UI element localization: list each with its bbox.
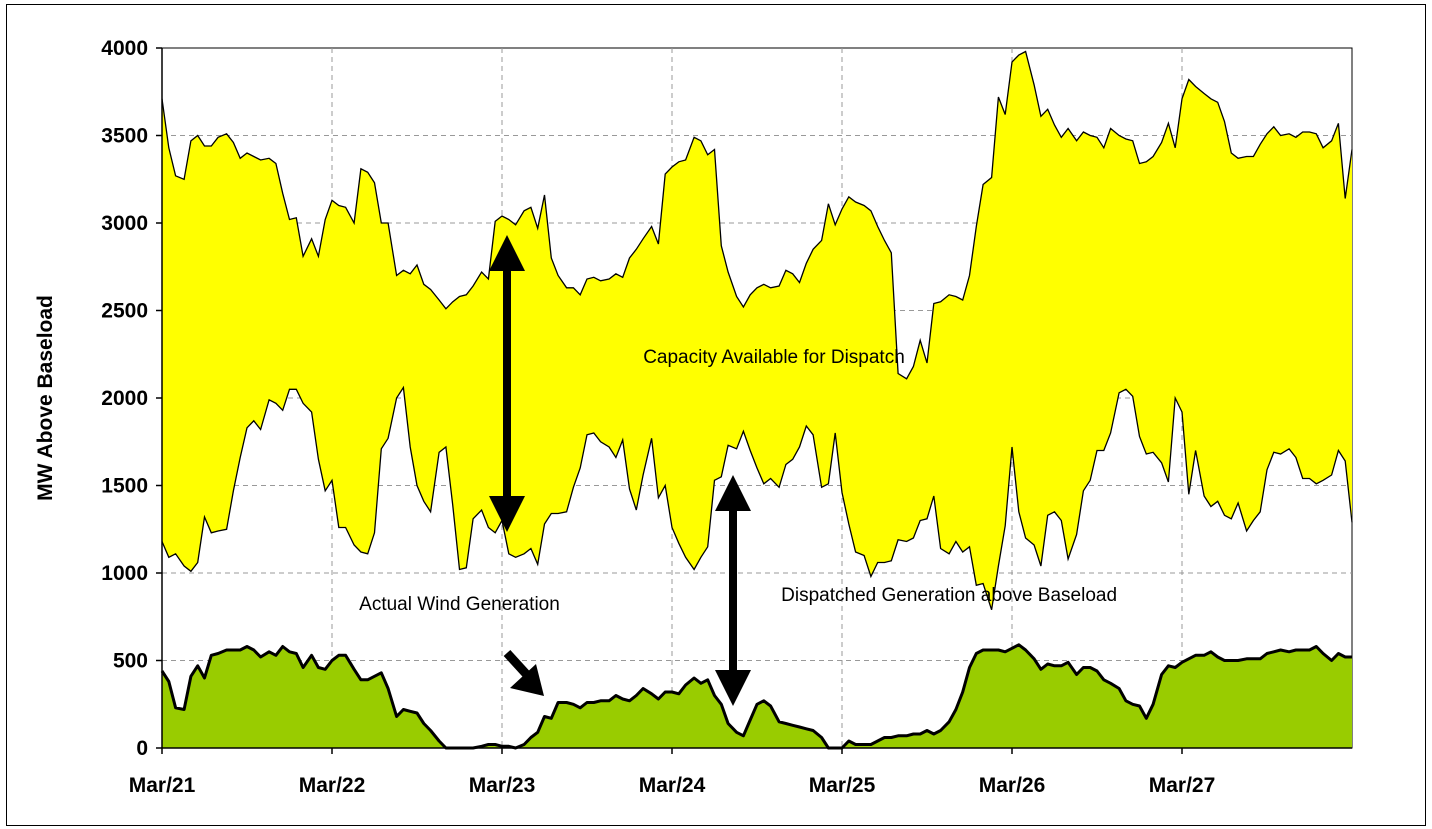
annotation-label: Actual Wind Generation: [359, 594, 560, 615]
capacity-band-area: [162, 51, 1352, 610]
x-tick-label: Mar/25: [809, 774, 876, 797]
annotations: Capacity Available for Dispatch Actual Wi…: [359, 347, 1117, 615]
tick-labels: 0 500 1000 1500 2000 2500 3000 3500 4000 Mar/21 Ma…: [101, 37, 1215, 797]
annotation-label: Dispatched Generation above Baseload: [781, 585, 1117, 606]
y-tick-label: 3000: [101, 212, 148, 235]
lower-line: [161, 385, 1353, 610]
wind-pointer-arrow: [503, 649, 544, 696]
annotation-label: Capacity Available for Dispatch: [643, 347, 905, 368]
x-tick-label: Mar/23: [469, 774, 536, 797]
x-tick-label: Mar/21: [129, 774, 196, 797]
y-tick-label: 2500: [101, 300, 148, 323]
arrows: [489, 235, 751, 706]
y-axis-label: MW Above Baseload: [34, 295, 57, 501]
areas: [160, 50, 1353, 750]
x-tick-label: Mar/24: [639, 774, 706, 797]
x-tick-label: Mar/27: [1149, 774, 1216, 797]
y-tick-label: 4000: [101, 37, 148, 60]
x-tick-label: Mar/26: [979, 774, 1046, 797]
y-tick-label: 0: [136, 737, 148, 760]
y-tick-label: 3500: [101, 125, 148, 148]
wind-generation-line: [160, 643, 1352, 750]
x-tick-label: Mar/22: [299, 774, 366, 797]
axes: [156, 47, 1352, 754]
y-tick-label: 1000: [101, 562, 148, 585]
y-tick-label: 2000: [101, 387, 148, 410]
dispatch-double-arrow: [715, 475, 751, 706]
y-tick-label: 1500: [101, 475, 148, 498]
y-tick-label: 500: [113, 650, 148, 673]
wind-generation-area: [162, 644, 1352, 748]
chart-frame: [6, 4, 1426, 826]
capacity-double-arrow: [489, 235, 525, 532]
upper-line: [161, 50, 1353, 380]
